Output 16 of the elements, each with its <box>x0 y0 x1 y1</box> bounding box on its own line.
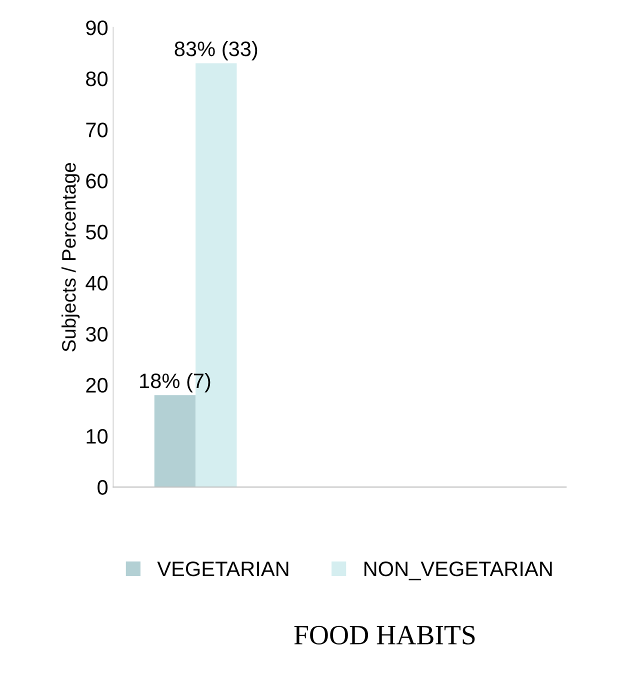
y-tick-label: 20 <box>86 378 108 393</box>
legend-label: VEGETARIAN <box>157 562 288 576</box>
y-axis-title: Subjects / Percentage <box>62 162 80 352</box>
y-tick-label: 70 <box>86 122 108 138</box>
data-label: 83% (33) <box>174 40 258 60</box>
y-tick-label: 50 <box>86 224 108 240</box>
y-tick-label: 30 <box>86 326 108 342</box>
y-tick-label: 10 <box>86 428 108 444</box>
y-tick-label: 60 <box>86 174 108 188</box>
y-tick-label: 80 <box>86 72 108 86</box>
y-tick-label: 90 <box>86 20 108 36</box>
data-label: 18% (7) <box>140 372 210 392</box>
y-tick-label: 40 <box>86 276 108 291</box>
x-axis-title: FOOD HABITS <box>294 626 475 644</box>
y-tick-label: 0 <box>98 480 108 495</box>
legend-label: NON_VEGETARIAN <box>364 562 552 580</box>
